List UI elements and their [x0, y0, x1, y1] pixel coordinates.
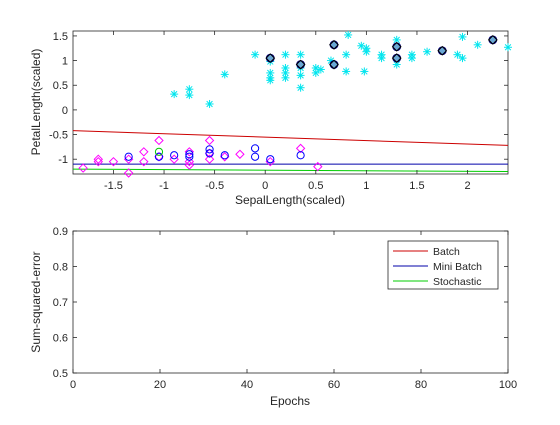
y-axis-label-top: PetalLength(scaled) — [29, 49, 43, 156]
highlight-circle-point — [266, 54, 274, 62]
asterisk-point — [297, 84, 305, 92]
y-tick-label: 1 — [62, 56, 68, 68]
legend-label-mini-batch: Mini Batch — [433, 261, 482, 273]
x-tick-label: 2 — [464, 180, 470, 192]
y-tick-label: 1.5 — [53, 31, 68, 43]
y-tick-label: 0.9 — [53, 226, 68, 238]
x-tick-label: -0.5 — [205, 180, 224, 192]
asterisk-point — [297, 71, 305, 79]
asterisk-point — [344, 31, 352, 39]
y-tick-label: 0.7 — [53, 297, 68, 309]
asterisk-point — [453, 51, 461, 59]
x-tick-label: 60 — [328, 379, 340, 391]
asterisk-point — [170, 90, 178, 98]
asterisk-point — [362, 44, 370, 52]
asterisk-point — [342, 67, 350, 75]
asterisk-point — [312, 64, 320, 72]
asterisk-point — [342, 51, 350, 59]
asterisk-point — [281, 64, 289, 72]
asterisk-point — [317, 65, 325, 73]
highlight-circle-point — [393, 54, 401, 62]
asterisk-point — [266, 69, 274, 77]
asterisk-point — [474, 41, 482, 49]
error-plot: 0 20 40 60 80 100 0.5 0.6 0.7 0.8 0.9 Epochs Sum-… — [29, 226, 517, 408]
asterisk-point — [206, 100, 214, 108]
highlight-circle-point — [489, 36, 497, 44]
y-tick-label: 0.8 — [53, 262, 68, 274]
x-tick-label: 100 — [499, 379, 517, 391]
legend: Batch Mini Batch Stochastic — [388, 241, 498, 289]
x-tick-label: 0 — [70, 379, 76, 391]
asterisk-point — [378, 51, 386, 59]
x-axis-label-bottom: Epochs — [270, 394, 310, 408]
x-tick-label: 20 — [154, 379, 166, 391]
x-tick-label: 0.5 — [308, 180, 323, 192]
legend-label-stochastic: Stochastic — [433, 276, 481, 288]
highlight-circle-point — [297, 61, 305, 69]
asterisk-point — [360, 67, 368, 75]
y-axis-label-bottom: Sum-squared-error — [29, 251, 43, 352]
x-tick-label: 0 — [262, 180, 268, 192]
x-tick-label: 40 — [241, 379, 253, 391]
y-tick-label: 0.5 — [53, 80, 68, 92]
asterisk-point — [458, 33, 466, 41]
asterisk-point — [458, 54, 466, 62]
asterisk-point — [221, 70, 229, 78]
asterisk-point — [251, 51, 259, 59]
y-tick-label: -0.5 — [49, 130, 68, 142]
x-tick-label: -1.5 — [104, 180, 123, 192]
highlight-circle-point — [330, 61, 338, 69]
x-tick-label: -1 — [159, 180, 169, 192]
asterisk-point — [185, 85, 193, 93]
highlight-circle-point — [393, 43, 401, 51]
asterisk-point — [281, 51, 289, 59]
x-tick-label: 1.5 — [409, 180, 424, 192]
asterisk-point — [408, 51, 416, 59]
asterisk-point — [423, 48, 431, 56]
legend-label-batch: Batch — [433, 246, 460, 258]
highlight-circle-point — [330, 41, 338, 49]
x-tick-label: 80 — [415, 379, 427, 391]
y-tick-label: 0 — [62, 105, 68, 117]
x-tick-label: 1 — [363, 180, 369, 192]
y-tick-label: -1 — [58, 154, 68, 166]
asterisk-point — [504, 43, 512, 51]
scatter-plot: -1.5 -1 -0.5 0 0.5 1 1.5 2 -1 -0.5 0 0.5 1 1.5 Sepal… — [29, 31, 512, 207]
asterisk-point — [297, 51, 305, 59]
highlight-circle-point — [438, 47, 446, 55]
y-tick-label: 0.6 — [53, 333, 68, 345]
x-axis-label-top: SepalLength(scaled) — [235, 193, 345, 207]
y-tick-label: 0.5 — [53, 368, 68, 380]
